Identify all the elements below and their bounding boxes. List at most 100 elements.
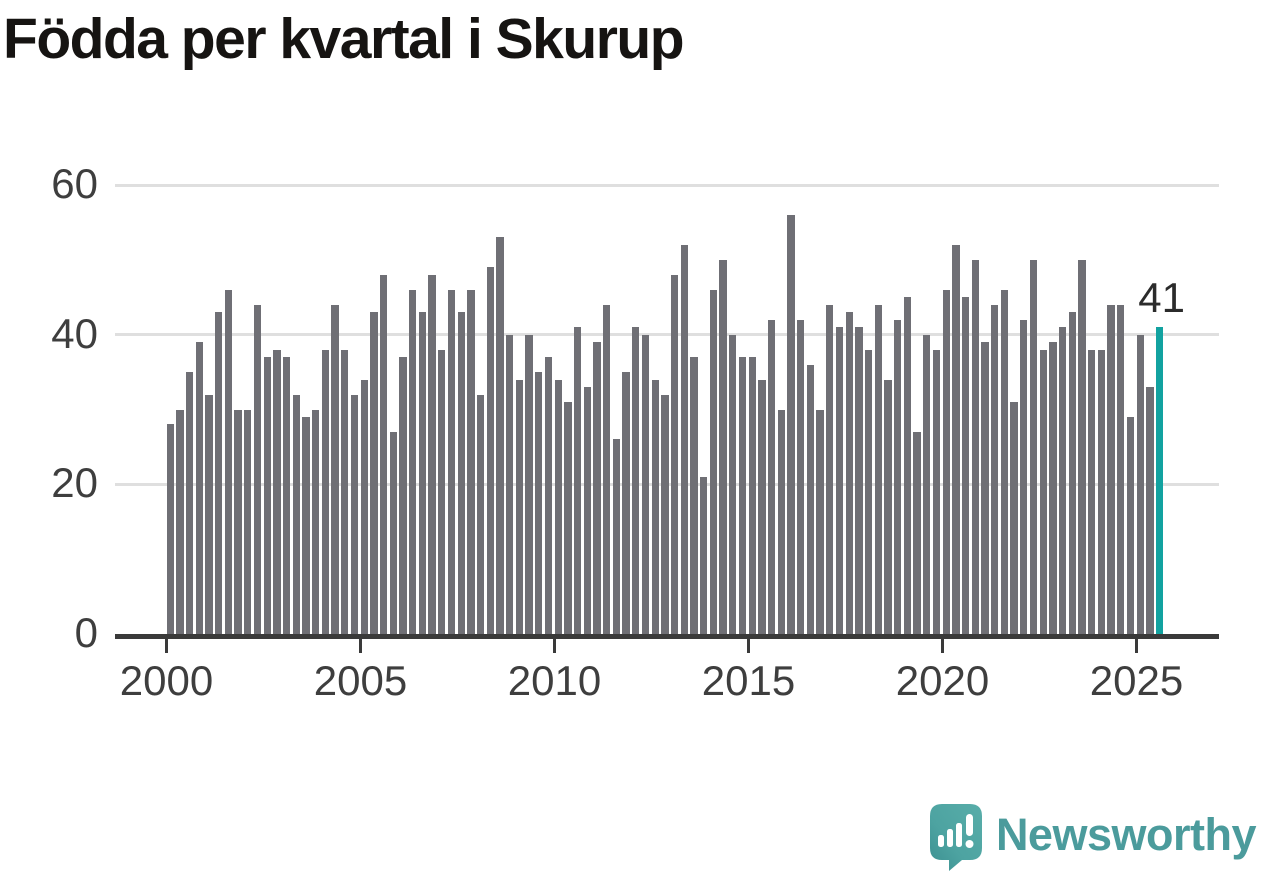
bar-2016-Q1 <box>787 214 795 634</box>
bar-2019-Q2 <box>913 431 921 634</box>
bar-2021-Q2 <box>991 304 999 634</box>
y-axis-tick-label: 40 <box>51 309 98 357</box>
bar-2022-Q4 <box>1049 342 1057 634</box>
bar-2019-Q4 <box>932 349 941 634</box>
bar-2006-Q3 <box>418 312 427 634</box>
bar-2001-Q1 <box>205 394 213 634</box>
bar-2017-Q1 <box>826 304 834 634</box>
chart-title: Födda per kvartal i Skurup <box>3 7 685 71</box>
bar-2014-Q3 <box>729 334 737 634</box>
bar-2013-Q3 <box>690 357 698 634</box>
bar-2004-Q2 <box>331 304 339 634</box>
x-axis-tick-label-2005: 2005 <box>313 657 408 704</box>
bar-2024-Q4 <box>1126 416 1135 634</box>
bar-2003-Q3 <box>302 416 310 634</box>
bar-2017-Q4 <box>855 327 863 634</box>
bar-2014-Q2 <box>719 259 727 634</box>
bar-2011-Q4 <box>622 372 630 634</box>
bar-2003-Q4 <box>312 409 320 634</box>
bar-2008-Q2 <box>486 267 494 634</box>
bar-2017-Q2 <box>835 327 844 634</box>
bar-2021-Q3 <box>1000 289 1009 634</box>
newsworthy-wordmark: Newsworthy <box>995 808 1257 860</box>
bar-2020-Q1 <box>942 289 950 634</box>
bar-2017-Q3 <box>845 312 853 634</box>
bar-2016-Q2 <box>797 319 805 634</box>
icon-bar-medium <box>946 829 953 847</box>
bar-2024-Q2 <box>1107 304 1115 634</box>
bar-2000-Q1 <box>166 424 174 634</box>
bar-2020-Q2 <box>952 244 960 634</box>
bar-2005-Q1 <box>360 379 368 634</box>
bar-2009-Q4 <box>544 357 553 634</box>
bar-2018-Q1 <box>864 349 873 634</box>
gridline-60 <box>115 183 1219 187</box>
bar-2015-Q2 <box>758 379 766 634</box>
bar-2013-Q2 <box>680 244 688 634</box>
bar-2013-Q4 <box>700 476 708 634</box>
bar-2000-Q3 <box>185 372 194 634</box>
bar-2014-Q1 <box>709 289 718 634</box>
bar-2004-Q1 <box>321 349 330 634</box>
bar-2001-Q4 <box>234 409 242 634</box>
bar-2006-Q2 <box>409 289 417 634</box>
icon-bar-large <box>955 823 962 847</box>
x-axis-tick-2015 <box>746 638 751 653</box>
bar-2010-Q2 <box>564 402 572 634</box>
bar-2010-Q1 <box>554 379 562 634</box>
bar-2006-Q1 <box>399 357 407 634</box>
bar-2007-Q4 <box>467 289 475 634</box>
bar-2009-Q2 <box>525 334 533 634</box>
x-axis-tick-2000 <box>164 638 169 653</box>
newsworthy-icon <box>929 804 982 871</box>
bar-2013-Q1 <box>670 274 679 634</box>
x-axis-tick-label-2010: 2010 <box>507 657 602 704</box>
bar-2007-Q2 <box>447 289 456 634</box>
icon-exclamation-dot <box>965 840 974 848</box>
bar-2019-Q1 <box>903 297 912 634</box>
bar-2024-Q1 <box>1097 349 1106 634</box>
bar-2023-Q1 <box>1058 327 1067 634</box>
y-axis-tick-label: 60 <box>51 160 98 208</box>
bar-2003-Q1 <box>282 357 291 634</box>
bar-2012-Q1 <box>632 327 640 634</box>
y-axis-tick-label: 0 <box>74 609 98 657</box>
bar-2000-Q4 <box>195 342 203 634</box>
x-axis-tick-2025 <box>1134 638 1139 653</box>
bar-2021-Q1 <box>981 342 989 634</box>
bar-2005-Q2 <box>370 312 378 634</box>
bar-2002-Q1 <box>244 409 252 634</box>
bar-2016-Q3 <box>806 364 815 634</box>
bar-2009-Q1 <box>515 379 524 634</box>
bar-2001-Q3 <box>224 289 233 634</box>
bar-2007-Q3 <box>457 312 465 634</box>
bar-2010-Q4 <box>583 387 591 634</box>
bar-2005-Q4 <box>389 431 397 634</box>
bar-2022-Q3 <box>1039 349 1047 634</box>
bar-2018-Q2 <box>874 304 882 634</box>
bar-2008-Q4 <box>506 334 514 634</box>
bar-2009-Q3 <box>535 372 543 634</box>
x-axis-tick-label-2025: 2025 <box>1089 657 1184 704</box>
last-value-label: 41 <box>1138 274 1185 322</box>
bar-2011-Q1 <box>593 342 601 634</box>
bar-2019-Q3 <box>923 334 931 634</box>
bar-2023-Q4 <box>1088 349 1096 634</box>
bar-2010-Q3 <box>573 327 582 634</box>
bar-2011-Q3 <box>612 439 621 634</box>
x-axis-tick-2010 <box>552 638 557 653</box>
x-axis-tick-label-2000: 2000 <box>119 657 214 704</box>
x-axis-tick-label-2015: 2015 <box>701 657 796 704</box>
bar-2021-Q4 <box>1010 402 1018 634</box>
bar-2014-Q4 <box>738 357 747 634</box>
gridline-40 <box>115 333 1219 337</box>
icon-exclamation-stem <box>965 814 973 836</box>
bar-2022-Q1 <box>1020 319 1028 634</box>
icon-bar-small <box>937 835 944 847</box>
bar-2004-Q3 <box>341 349 349 634</box>
bar-2012-Q2 <box>641 334 650 634</box>
bar-2025-Q1 <box>1136 334 1144 634</box>
bar-2011-Q2 <box>603 304 611 634</box>
bar-2015-Q4 <box>777 409 785 634</box>
